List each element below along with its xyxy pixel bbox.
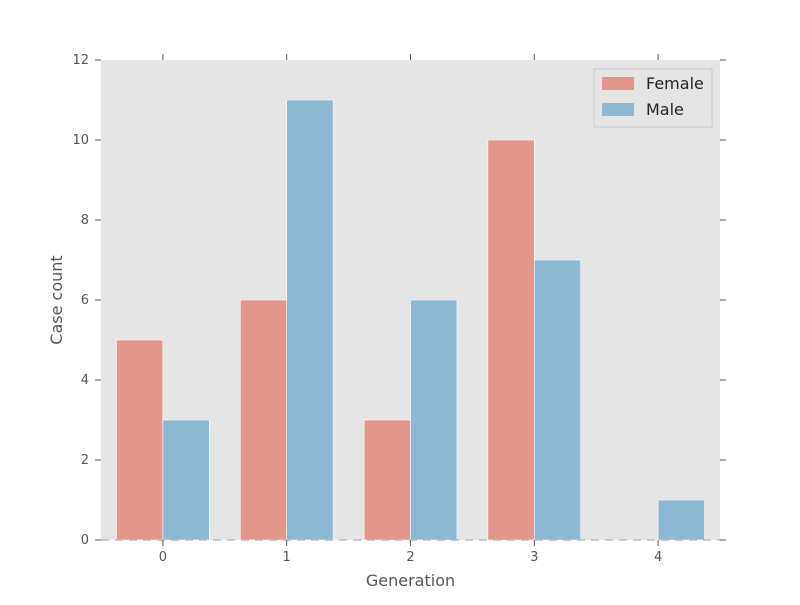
x-tick-label: 4 [654, 550, 662, 565]
bar-male-0 [162, 419, 210, 541]
bar-female-1 [239, 299, 287, 541]
bar-female-2 [363, 419, 411, 541]
x-tick-label: 1 [283, 550, 291, 565]
y-tick-label: 4 [81, 373, 89, 388]
bar-male-1 [286, 99, 334, 541]
legend-swatch-female [602, 77, 634, 90]
y-tick-label: 10 [72, 133, 89, 148]
bar-male-3 [533, 259, 582, 541]
bar-female-0 [116, 339, 164, 541]
y-tick-label: 0 [81, 533, 89, 548]
bar-male-4 [657, 499, 705, 541]
y-tick-label: 6 [81, 293, 89, 308]
legend-label-male: Male [646, 100, 684, 119]
bars-layer [116, 99, 705, 541]
y-tick-label: 12 [72, 53, 89, 68]
y-tick-label: 2 [81, 453, 89, 468]
x-axis-title: Generation [366, 571, 455, 590]
bar-male-2 [410, 299, 458, 541]
x-tick-label: 3 [530, 550, 538, 565]
legend: Female Male [593, 68, 713, 128]
x-tick-label: 0 [159, 550, 167, 565]
x-tick-label: 2 [406, 550, 414, 565]
y-tick-label: 8 [81, 213, 89, 228]
bar-female-3 [487, 139, 535, 541]
legend-swatch-male [602, 103, 634, 116]
y-axis-title: Case count [47, 255, 66, 344]
legend-label-female: Female [646, 74, 704, 93]
